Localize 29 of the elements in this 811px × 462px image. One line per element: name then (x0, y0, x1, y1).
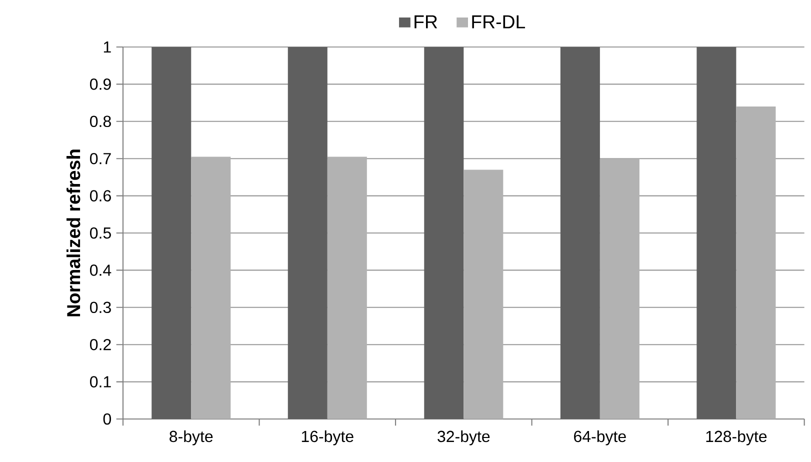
bar (560, 47, 600, 419)
bar (191, 156, 231, 419)
legend-label: FR-DL (472, 15, 526, 28)
y-axis-title: Normalized refresh (66, 150, 80, 316)
y-tick-label: 0.6 (90, 190, 111, 202)
y-tick-label: 0.2 (90, 338, 111, 350)
legend-label: FR (414, 15, 438, 28)
bar (736, 106, 776, 419)
y-tick-label: 0.7 (90, 152, 111, 164)
y-tick-label: 0.8 (90, 116, 111, 128)
y-tick-label: 0.5 (90, 227, 111, 239)
bar (696, 47, 736, 419)
bar (464, 170, 504, 419)
x-tick-label: 16-byte (302, 430, 354, 446)
y-tick-label: 0.3 (90, 302, 111, 314)
y-tick-label: 0 (103, 413, 112, 425)
x-tick-label: 128-byte (706, 430, 767, 446)
bar (327, 156, 367, 419)
y-tick-label: 0.4 (90, 264, 112, 276)
bar (600, 158, 640, 419)
y-tick-label: 0.9 (90, 78, 111, 90)
bar (424, 47, 464, 419)
x-tick-label: 8-byte (170, 430, 213, 446)
bar (288, 47, 328, 419)
y-tick-label: 0.1 (90, 376, 111, 388)
y-tick-label: 1 (104, 42, 111, 53)
bar (152, 47, 192, 419)
x-tick-label: 32-byte (438, 430, 490, 446)
x-tick-label: 64-byte (574, 430, 626, 446)
